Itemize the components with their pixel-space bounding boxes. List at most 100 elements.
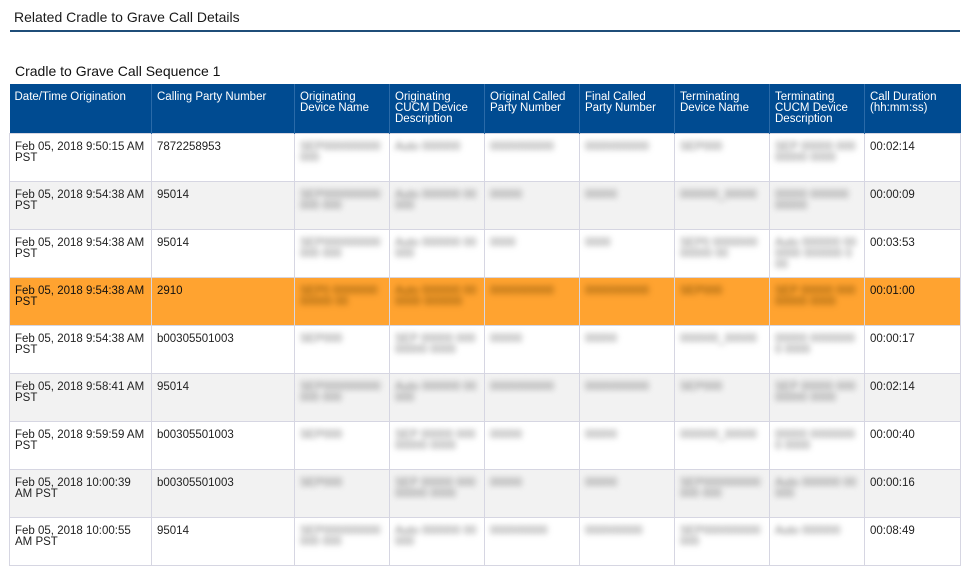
cell-term-device: SEP000000000000	[674, 516, 770, 566]
cell-calling-party-text: 95014	[157, 236, 189, 249]
cell-datetime: Feb 05, 2018 10:00:39 AM PST	[9, 468, 152, 518]
page-title: Related Cradle to Grave Call Details	[14, 9, 240, 25]
table-row[interactable]: Feb 05, 2018 9:54:38 AM PST b00305501003 S…	[9, 324, 961, 374]
cell-term-device-redacted-text: 000000_00000	[680, 188, 757, 201]
cell-orig-called: 0000000000	[484, 372, 580, 422]
cell-duration: 00:00:40	[864, 420, 961, 470]
cell-final-called: 0000	[579, 228, 675, 278]
column-header-orig-called[interactable]: Original Called Party Number	[484, 84, 580, 133]
cell-orig-device-redacted-text: SEP000	[300, 476, 343, 489]
table-row-selected[interactable]: Feb 05, 2018 9:54:38 AM PST 2910 SEP0 0000…	[9, 276, 961, 326]
table-row[interactable]: Feb 05, 2018 9:58:41 AM PST 95014 SEP00000…	[9, 372, 961, 422]
cell-datetime: Feb 05, 2018 9:54:38 AM PST	[9, 228, 152, 278]
cell-calling-party-text: b00305501003	[157, 476, 234, 489]
cell-calling-party: b00305501003	[151, 420, 295, 470]
cell-orig-desc: Auto 000000 00000	[389, 516, 485, 566]
cell-final-called: 00000	[579, 324, 675, 374]
cell-duration: 00:00:09	[864, 180, 961, 230]
cell-final-called: 0000000000	[579, 372, 675, 422]
cell-orig-device-redacted-text: SEP000000000000 000	[300, 380, 381, 404]
cell-orig-called: 000000000	[484, 516, 580, 566]
cell-orig-desc: SEP 00000 00000000 0000	[389, 468, 485, 518]
cell-term-device-redacted-text: SEP000000000000 000	[680, 476, 761, 500]
cell-final-called-redacted-text: 00000	[585, 332, 617, 345]
cell-orig-called: 0000000000	[484, 132, 580, 182]
cell-final-called-redacted-text: 0000	[585, 236, 611, 249]
column-header-orig-desc[interactable]: Originating CUCM Device Description	[389, 84, 485, 133]
cell-datetime-text: Feb 05, 2018 9:50:15 AM PST	[15, 140, 145, 164]
column-header-term-desc[interactable]: Terminating CUCM Device Description	[769, 84, 865, 133]
cell-orig-called: 0000	[484, 228, 580, 278]
cell-term-device-redacted-text: SEP000	[680, 380, 723, 393]
cell-calling-party-text: 95014	[157, 380, 189, 393]
table-row[interactable]: Feb 05, 2018 10:00:39 AM PST b00305501003…	[9, 468, 961, 518]
cell-term-device-redacted-text: SEP000000000000	[680, 524, 761, 548]
cell-duration: 00:08:49	[864, 516, 961, 566]
cell-calling-party: 95014	[151, 516, 295, 566]
cell-final-called-redacted-text: 0000000000	[585, 380, 649, 393]
column-header-duration[interactable]: Call Duration (hh:mm:ss)	[864, 84, 961, 133]
table-row[interactable]: Feb 05, 2018 10:00:55 AM PST 95014 SEP0000…	[9, 516, 961, 566]
table-row[interactable]: Feb 05, 2018 9:50:15 AM PST 7872258953 SEP…	[9, 132, 961, 182]
cell-calling-party: b00305501003	[151, 468, 295, 518]
cell-duration: 00:03:53	[864, 228, 961, 278]
cell-orig-device-redacted-text: SEP0 000000000000 00	[300, 284, 378, 308]
cell-calling-party-text: b00305501003	[157, 332, 234, 345]
cell-orig-called-redacted-text: 00000	[490, 428, 522, 441]
cell-orig-called-redacted-text: 000000000	[490, 524, 548, 537]
cell-datetime-text: Feb 05, 2018 9:54:38 AM PST	[15, 332, 145, 356]
cell-orig-device: SEP000000000000 000	[294, 180, 390, 230]
cell-term-desc-redacted-text: SEP 00000 00000000 0000	[775, 284, 856, 308]
cell-calling-party: b00305501003	[151, 324, 295, 374]
cell-term-desc: 00000 00000000 0000	[769, 324, 865, 374]
cell-datetime: Feb 05, 2018 9:54:38 AM PST	[9, 276, 152, 326]
cell-orig-device: SEP000	[294, 324, 390, 374]
cell-orig-device-redacted-text: SEP000	[300, 428, 343, 441]
cell-duration-text: 00:08:49	[870, 524, 915, 537]
column-header-final-called[interactable]: Final Called Party Number	[579, 84, 675, 133]
column-header-calling-party[interactable]: Calling Party Number	[151, 84, 295, 133]
cell-term-device: 000000_00000	[674, 420, 770, 470]
cell-orig-called: 00000	[484, 324, 580, 374]
cell-datetime-text: Feb 05, 2018 9:54:38 AM PST	[15, 188, 145, 212]
cell-orig-desc-redacted-text: Auto 000000 000000 000000	[395, 284, 477, 308]
cell-term-desc: Auto 000000	[769, 516, 865, 566]
cell-orig-device-redacted-text: SEP000000000000 000	[300, 188, 381, 212]
cell-term-device-redacted-text: SEP0 000000000000 00	[680, 236, 758, 260]
cell-datetime: Feb 05, 2018 9:58:41 AM PST	[9, 372, 152, 422]
table-row[interactable]: Feb 05, 2018 9:54:38 AM PST 95014 SEP00000…	[9, 228, 961, 278]
cell-datetime: Feb 05, 2018 9:59:59 AM PST	[9, 420, 152, 470]
cell-calling-party: 95014	[151, 372, 295, 422]
cell-final-called: 00000	[579, 420, 675, 470]
cell-term-desc-redacted-text: 00000 00000000 0000	[775, 332, 855, 356]
cell-term-device-redacted-text: SEP000	[680, 284, 723, 297]
cell-final-called: 0000000000	[579, 276, 675, 326]
cell-orig-desc: Auto 000000 00000	[389, 228, 485, 278]
cell-calling-party: 95014	[151, 180, 295, 230]
cell-orig-device-redacted-text: SEP000000000000	[300, 140, 381, 164]
table-row[interactable]: Feb 05, 2018 9:59:59 AM PST b00305501003 S…	[9, 420, 961, 470]
cell-duration-text: 00:02:14	[870, 140, 915, 153]
cell-orig-device: SEP0 000000000000 00	[294, 276, 390, 326]
cell-duration-text: 00:00:09	[870, 188, 915, 201]
cell-orig-device-redacted-text: SEP000000000000 000	[300, 524, 381, 548]
cell-datetime: Feb 05, 2018 9:54:38 AM PST	[9, 324, 152, 374]
cell-calling-party: 95014	[151, 228, 295, 278]
cell-orig-device: SEP000000000000 000	[294, 228, 390, 278]
cell-final-called-redacted-text: 0000000000	[585, 140, 649, 153]
cell-calling-party-text: 95014	[157, 188, 189, 201]
cell-datetime: Feb 05, 2018 9:50:15 AM PST	[9, 132, 152, 182]
cell-orig-called: 00000	[484, 468, 580, 518]
cell-duration: 00:02:14	[864, 132, 961, 182]
cell-orig-desc-redacted-text: SEP 00000 00000000 0000	[395, 476, 476, 500]
cell-term-desc-redacted-text: 00000 00000000 0000	[775, 428, 855, 452]
cell-orig-desc-redacted-text: SEP 00000 00000000 0000	[395, 428, 476, 452]
column-header-term-device[interactable]: Terminating Device Name	[674, 84, 770, 133]
table-row[interactable]: Feb 05, 2018 9:54:38 AM PST 95014 SEP00000…	[9, 180, 961, 230]
column-header-datetime[interactable]: Date/Time Origination	[9, 84, 152, 133]
cell-duration-text: 00:00:17	[870, 332, 915, 345]
cell-orig-called-redacted-text: 0000	[490, 236, 516, 249]
cell-duration: 00:01:00	[864, 276, 961, 326]
cell-final-called: 00000	[579, 468, 675, 518]
column-header-orig-device[interactable]: Originating Device Name	[294, 84, 390, 133]
